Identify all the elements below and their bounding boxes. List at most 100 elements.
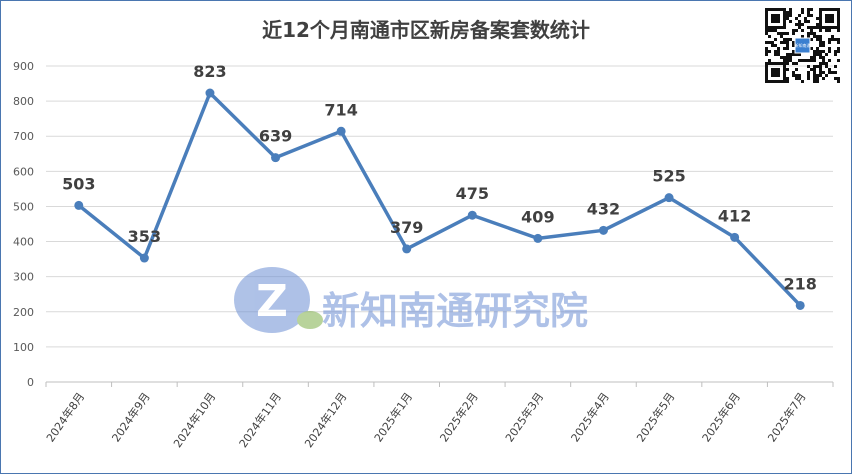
x-tick-label: 2025年2月 bbox=[437, 390, 481, 445]
qr-module bbox=[774, 80, 777, 83]
qr-module bbox=[771, 74, 774, 77]
qr-module bbox=[825, 26, 828, 29]
qr-module bbox=[822, 50, 825, 53]
qr-code: 新知南通 bbox=[765, 8, 840, 83]
qr-module bbox=[783, 41, 786, 44]
data-label: 379 bbox=[390, 218, 423, 237]
qr-module bbox=[765, 77, 768, 80]
qr-module bbox=[771, 14, 774, 17]
qr-module bbox=[828, 38, 831, 41]
qr-module bbox=[825, 8, 828, 11]
qr-module bbox=[786, 59, 789, 62]
qr-module bbox=[816, 17, 819, 20]
qr-module bbox=[771, 80, 774, 83]
x-tick-label: 2025年1月 bbox=[371, 390, 415, 445]
qr-module bbox=[765, 41, 768, 44]
x-tick-label: 2024年11月 bbox=[236, 390, 284, 450]
qr-module bbox=[789, 20, 792, 23]
qr-module bbox=[810, 59, 813, 62]
qr-module bbox=[771, 44, 774, 47]
qr-module bbox=[789, 59, 792, 62]
x-tick-label: 2024年10月 bbox=[170, 390, 218, 450]
qr-module bbox=[774, 62, 777, 65]
qr-module bbox=[798, 53, 801, 56]
qr-module bbox=[786, 44, 789, 47]
qr-module bbox=[798, 23, 801, 26]
qr-module bbox=[792, 74, 795, 77]
qr-module bbox=[816, 77, 819, 80]
qr-module bbox=[774, 50, 777, 53]
qr-module bbox=[783, 71, 786, 74]
qr-module bbox=[792, 50, 795, 53]
data-label: 475 bbox=[456, 184, 489, 203]
y-tick-label: 300 bbox=[13, 271, 34, 284]
qr-module bbox=[774, 38, 777, 41]
qr-module bbox=[783, 11, 786, 14]
qr-module bbox=[813, 56, 816, 59]
qr-module bbox=[789, 56, 792, 59]
qr-module bbox=[786, 17, 789, 20]
watermark-logo bbox=[234, 267, 310, 333]
qr-module bbox=[807, 8, 810, 11]
qr-module bbox=[825, 74, 828, 77]
y-tick-label: 400 bbox=[13, 236, 34, 249]
data-point bbox=[74, 200, 84, 210]
qr-module bbox=[819, 71, 822, 74]
qr-module bbox=[780, 80, 783, 83]
qr-module bbox=[777, 53, 780, 56]
qr-module bbox=[804, 59, 807, 62]
qr-module bbox=[783, 20, 786, 23]
qr-module bbox=[765, 29, 768, 32]
data-label: 432 bbox=[587, 199, 620, 218]
qr-module bbox=[801, 23, 804, 26]
qr-module bbox=[804, 20, 807, 23]
qr-module bbox=[819, 17, 822, 20]
qr-module bbox=[771, 17, 774, 20]
qr-module bbox=[774, 44, 777, 47]
qr-module bbox=[807, 74, 810, 77]
qr-module bbox=[816, 65, 819, 68]
qr-module bbox=[819, 41, 822, 44]
qr-module bbox=[828, 20, 831, 23]
qr-module bbox=[777, 47, 780, 50]
qr-module bbox=[816, 38, 819, 41]
qr-module bbox=[810, 56, 813, 59]
qr-module bbox=[792, 53, 795, 56]
qr-module bbox=[834, 53, 837, 56]
qr-module bbox=[837, 77, 840, 80]
qr-module bbox=[819, 74, 822, 77]
data-point bbox=[664, 193, 674, 203]
qr-module bbox=[828, 71, 831, 74]
qr-module bbox=[780, 56, 783, 59]
qr-module bbox=[828, 26, 831, 29]
qr-module bbox=[783, 62, 786, 65]
qr-module bbox=[831, 8, 834, 11]
qr-module bbox=[771, 20, 774, 23]
watermark-logo-letter: Z bbox=[256, 276, 288, 327]
qr-module bbox=[801, 8, 804, 11]
qr-module bbox=[837, 50, 840, 53]
qr-module bbox=[813, 74, 816, 77]
qr-module bbox=[828, 68, 831, 71]
qr-module bbox=[768, 29, 771, 32]
qr-module bbox=[831, 26, 834, 29]
data-point bbox=[795, 300, 805, 310]
data-point bbox=[271, 153, 281, 163]
qr-module bbox=[807, 77, 810, 80]
qr-module bbox=[789, 14, 792, 17]
qr-module bbox=[774, 26, 777, 29]
qr-module bbox=[816, 35, 819, 38]
qr-module bbox=[765, 62, 768, 65]
qr-module bbox=[768, 26, 771, 29]
qr-module bbox=[813, 68, 816, 71]
qr-module bbox=[837, 38, 840, 41]
qr-module bbox=[786, 77, 789, 80]
qr-module bbox=[777, 26, 780, 29]
qr-module bbox=[783, 68, 786, 71]
qr-module bbox=[768, 59, 771, 62]
qr-module bbox=[777, 20, 780, 23]
qr-module bbox=[783, 74, 786, 77]
qr-module bbox=[765, 20, 768, 23]
qr-module bbox=[780, 41, 783, 44]
qr-module bbox=[825, 17, 828, 20]
